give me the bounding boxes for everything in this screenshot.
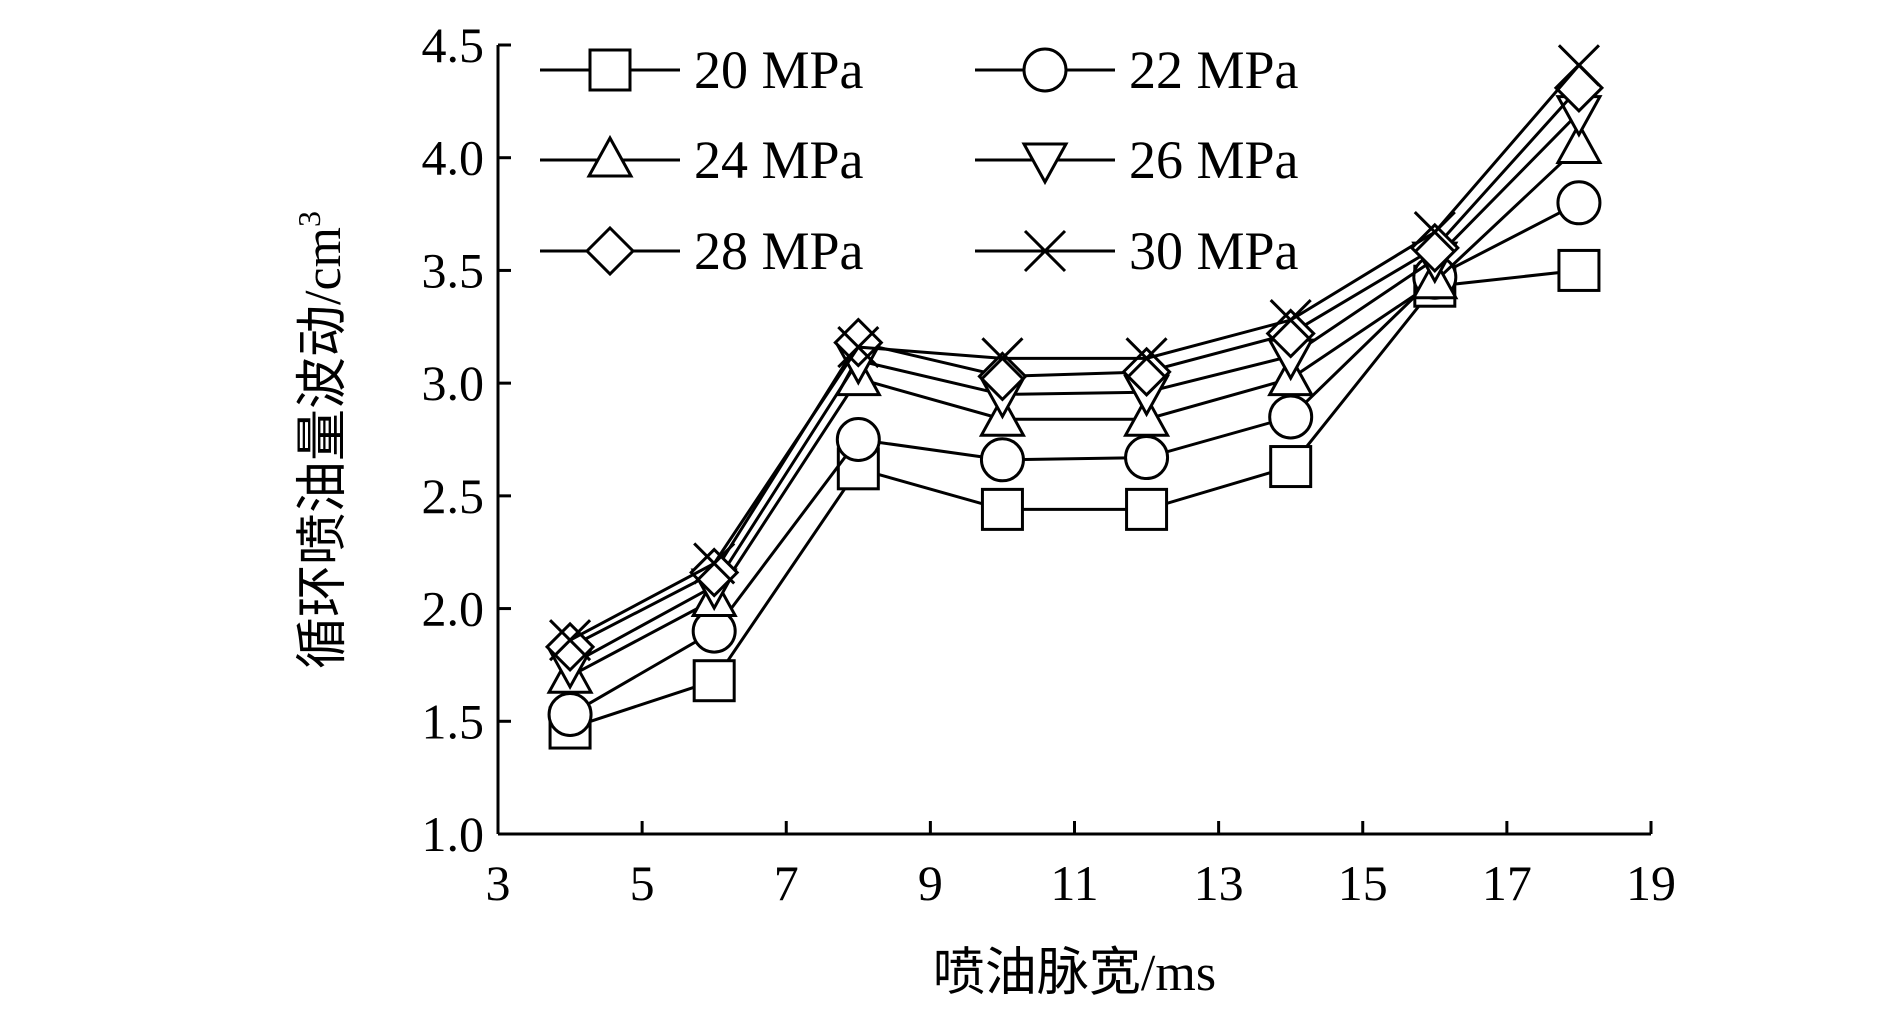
data-point: [1557, 44, 1601, 87]
data-point: [1125, 337, 1168, 380]
x-tick-label: 9: [918, 855, 943, 911]
series-line: [569, 201, 1580, 716]
data-point: [1269, 445, 1313, 489]
y-tick-label: 4.5: [422, 17, 485, 73]
series-line: [569, 145, 1580, 678]
legend-marker: [1021, 142, 1069, 186]
legend-entry: 24 MPa: [540, 130, 864, 190]
y-axis-title-main: 循环喷油量波动/cm: [295, 227, 352, 669]
data-point: [549, 619, 592, 662]
series-20-mpa: [548, 248, 1601, 750]
data-point: [1557, 248, 1601, 292]
y-axis-title: 循环喷油量波动/cm3: [291, 211, 352, 669]
y-tick-label: 3.5: [422, 242, 485, 298]
legend-marker: [588, 48, 632, 92]
data-point: [837, 326, 880, 369]
data-point: [1268, 394, 1314, 440]
data-point: [693, 542, 736, 585]
axes: [496, 45, 1651, 836]
y-tick-label: 1.5: [422, 693, 485, 749]
legend-label: 22 MPa: [1129, 40, 1299, 100]
legend-label: 26 MPa: [1129, 130, 1299, 190]
legend-marker: [584, 225, 636, 277]
data-point: [692, 659, 736, 703]
legend-marker: [1023, 229, 1067, 273]
data-point: [689, 547, 740, 598]
data-point: [835, 417, 881, 462]
series-line: [569, 268, 1580, 730]
legend-marker: [1022, 47, 1068, 93]
data-point: [1556, 180, 1602, 226]
data-point: [977, 351, 1028, 402]
y-tick-label: 1.0: [422, 806, 485, 862]
data-point: [833, 317, 884, 368]
legend-entry: 22 MPa: [975, 40, 1299, 100]
data-point: [1413, 211, 1456, 254]
y-tick-label: 2.0: [422, 581, 485, 637]
x-tick-label: 13: [1194, 855, 1244, 911]
y-axis-title-superscript: 3: [291, 211, 327, 227]
x-axis-title: 喷油脉宽/ms: [933, 945, 1216, 1002]
data-point: [1121, 346, 1172, 397]
plot-area: [544, 44, 1605, 750]
series-line: [569, 111, 1581, 667]
x-tick-label: 19: [1626, 855, 1676, 911]
legend-marker: [586, 134, 634, 178]
x-tick-label: 7: [774, 855, 799, 911]
data-point: [1124, 435, 1170, 481]
x-tick-label: 15: [1338, 855, 1388, 911]
series-30-mpa: [549, 44, 1601, 662]
tick-group: 1.0 1.5 2.0 2.5 3.0 3.5 4.0 4.5 3 5 7 9 11 13 15 17 19: [422, 17, 1677, 911]
y-tick-label: 3.0: [422, 355, 485, 411]
x-tick-label: 5: [630, 855, 655, 911]
legend-entry: 30 MPa: [975, 221, 1299, 281]
legend-entry: 26 MPa: [975, 130, 1299, 190]
data-point: [547, 692, 593, 738]
legend-entry: 28 MPa: [540, 221, 864, 281]
data-point: [1125, 487, 1169, 531]
data-point: [981, 337, 1024, 380]
y-tick-label: 4.0: [422, 130, 485, 186]
data-point: [980, 487, 1024, 531]
x-tick-label: 3: [486, 855, 511, 911]
series-24-mpa: [546, 121, 1603, 694]
series-line: [569, 64, 1581, 642]
legend-entry: 20 MPa: [540, 40, 864, 100]
x-tick-label: 11: [1050, 855, 1098, 911]
data-point: [1555, 121, 1603, 164]
legend-label: 20 MPa: [694, 40, 864, 100]
legend: 20 MPa 22 MPa 24 MPa 26 MPa 28 MPa 30 MPa: [540, 40, 1299, 281]
legend-label: 28 MPa: [694, 221, 864, 281]
data-point: [979, 437, 1025, 483]
series-line: [569, 86, 1581, 649]
legend-label: 24 MPa: [694, 130, 864, 190]
data-point: [1269, 298, 1312, 342]
x-tick-label: 17: [1482, 855, 1532, 911]
legend-label: 30 MPa: [1129, 221, 1299, 281]
y-tick-label: 2.5: [422, 468, 485, 524]
